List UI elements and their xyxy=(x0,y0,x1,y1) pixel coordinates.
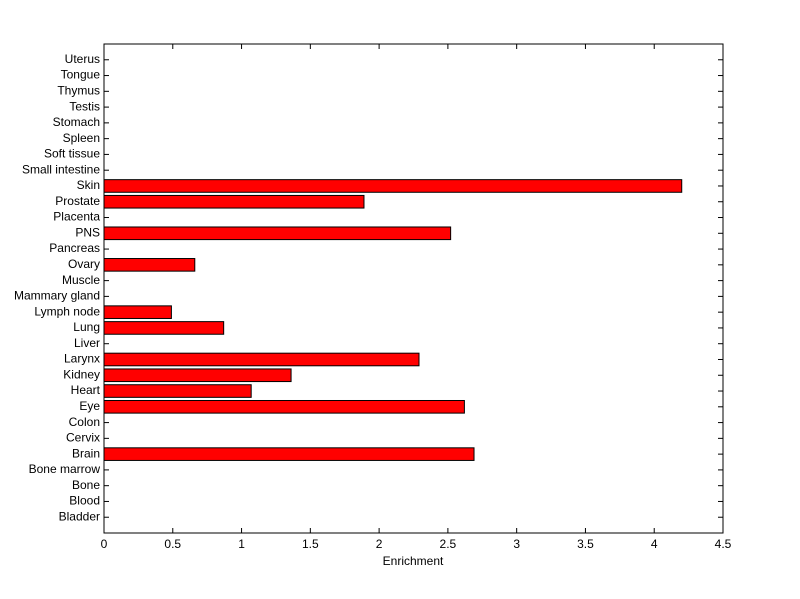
y-tick-label: Muscle xyxy=(62,273,100,287)
x-axis-label: Enrichment xyxy=(383,554,444,568)
y-tick-label: Liver xyxy=(74,336,100,350)
y-tick-label: Thymus xyxy=(57,83,100,97)
y-tick-label: Blood xyxy=(69,494,100,508)
bar xyxy=(103,384,252,398)
y-tick-label: Colon xyxy=(69,415,100,429)
y-tick-label: Uterus xyxy=(65,52,100,66)
y-tick-label: Ovary xyxy=(68,257,100,271)
bar xyxy=(103,226,452,241)
bar xyxy=(103,305,172,319)
x-tick-label: 3 xyxy=(513,537,520,551)
y-tick-label: Pancreas xyxy=(49,241,100,255)
y-tick-label: Eye xyxy=(79,399,100,413)
y-tick-label: Testis xyxy=(69,99,100,113)
x-tick-label: 4.5 xyxy=(715,537,732,551)
bar xyxy=(103,368,292,383)
x-tick-label: 3.5 xyxy=(577,537,594,551)
x-tick-label: 0 xyxy=(101,537,108,551)
y-tick-label: Mammary gland xyxy=(14,289,100,303)
y-tick-label: Spleen xyxy=(63,131,100,145)
bar xyxy=(103,399,465,414)
y-tick-label: PNS xyxy=(75,225,100,239)
y-tick-label: Heart xyxy=(71,383,101,397)
x-tick-label: 1 xyxy=(238,537,245,551)
bar xyxy=(103,447,475,461)
y-tick-label: Small intestine xyxy=(22,162,100,176)
y-tick-label: Prostate xyxy=(55,194,100,208)
y-tick-label: Tongue xyxy=(61,68,101,82)
y-tick-label: Bone xyxy=(72,478,100,492)
y-tick-label: Placenta xyxy=(53,210,100,224)
bar xyxy=(103,258,196,272)
y-tick-label: Lymph node xyxy=(34,304,100,318)
x-tick-label: 4 xyxy=(651,537,658,551)
plot-box xyxy=(103,43,724,534)
bar xyxy=(103,179,683,193)
x-tick-label: 2 xyxy=(376,537,383,551)
bar xyxy=(103,194,365,209)
x-tick-label: 0.5 xyxy=(164,537,181,551)
y-tick-label: Bone marrow xyxy=(29,462,101,476)
y-tick-label: Lung xyxy=(73,320,100,334)
bar xyxy=(103,352,420,367)
y-tick-label: Kidney xyxy=(63,367,100,381)
y-tick-label: Brain xyxy=(72,446,100,460)
y-tick-label: Soft tissue xyxy=(44,147,100,161)
y-tick-label: Skin xyxy=(77,178,100,192)
y-tick-label: Larynx xyxy=(64,352,100,366)
y-tick-label: Bladder xyxy=(59,509,100,523)
x-tick-label: 2.5 xyxy=(440,537,457,551)
bar xyxy=(103,321,225,335)
y-tick-label: Cervix xyxy=(66,431,100,445)
x-tick-label: 1.5 xyxy=(302,537,319,551)
y-tick-label: Stomach xyxy=(53,115,100,129)
